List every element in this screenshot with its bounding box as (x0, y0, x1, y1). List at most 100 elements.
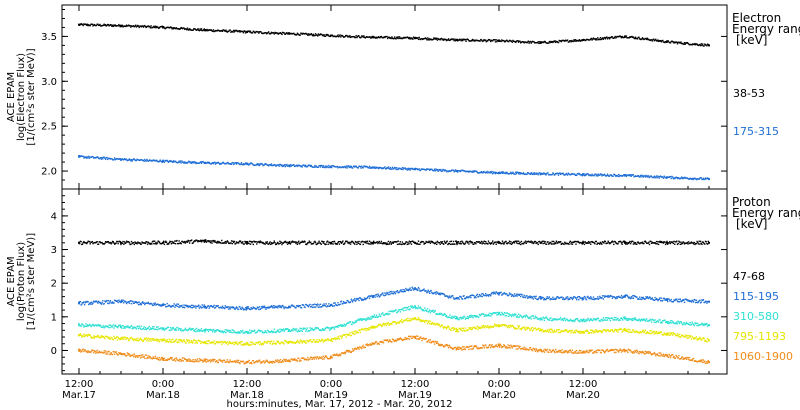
data-dot (618, 175, 621, 178)
data-dot (297, 330, 299, 333)
data-dot (212, 239, 215, 242)
data-dot (118, 337, 120, 340)
data-dot (429, 290, 432, 292)
data-dot (226, 31, 229, 33)
data-dot (235, 162, 237, 164)
data-dot (372, 243, 374, 245)
data-dot (212, 29, 215, 31)
data-dot (174, 304, 177, 306)
data-dot (645, 241, 647, 243)
data-dot (376, 241, 378, 243)
data-dot (653, 299, 656, 301)
data-dot (401, 290, 404, 293)
data-dot (571, 241, 573, 244)
data-dot (606, 174, 608, 177)
data-dot (184, 161, 186, 163)
data-dot (129, 24, 131, 27)
data-dot (148, 325, 150, 328)
data-dot (158, 26, 161, 29)
data-dot (398, 167, 401, 169)
data-dot (550, 243, 553, 245)
data-dot (501, 294, 503, 296)
data-dot (450, 170, 452, 173)
data-dot (437, 292, 439, 294)
data-dot (625, 36, 627, 38)
data-dot (139, 337, 142, 339)
proton-y-tick-label: 0 (51, 346, 57, 357)
data-dot (646, 297, 648, 299)
data-dot (372, 296, 374, 299)
data-dot (519, 173, 521, 175)
data-dot (396, 243, 399, 246)
data-dot (342, 302, 344, 305)
data-dot (163, 26, 165, 28)
data-dot (552, 319, 555, 321)
data-dot (405, 287, 407, 290)
data-dot (342, 243, 345, 245)
data-dot (141, 241, 143, 243)
data-dot (408, 167, 411, 170)
data-dot (573, 320, 576, 323)
data-dot (183, 304, 185, 306)
data-dot (175, 329, 177, 331)
data-dot (393, 37, 395, 40)
data-dot (701, 243, 703, 246)
data-dot (306, 33, 308, 35)
data-dot (216, 329, 219, 331)
data-dot (642, 176, 644, 178)
data-dot (675, 299, 677, 301)
data-dot (492, 293, 495, 295)
data-dot (480, 295, 482, 297)
data-dot (404, 290, 406, 293)
data-dot (138, 301, 140, 303)
data-dot (478, 241, 481, 243)
data-dot (516, 295, 518, 297)
data-dot (465, 240, 467, 243)
data-dot (679, 42, 681, 44)
data-dot (321, 166, 324, 169)
data-dot (620, 317, 623, 319)
data-dot (120, 243, 122, 246)
data-dot (604, 38, 607, 40)
data-dot (79, 324, 82, 327)
data-dot (326, 241, 328, 243)
data-dot (620, 242, 623, 244)
data-dot (632, 36, 635, 38)
data-dot (210, 240, 212, 242)
data-dot (552, 243, 554, 245)
data-dot (631, 297, 633, 299)
data-dot (258, 241, 261, 244)
data-dot (703, 323, 705, 325)
data-dot (529, 316, 532, 318)
data-dot (224, 305, 226, 307)
data-dot (331, 303, 333, 306)
data-dot (317, 33, 320, 35)
data-dot (472, 294, 474, 297)
data-dot (90, 325, 92, 328)
data-dot (641, 38, 643, 40)
data-dot (443, 294, 446, 296)
data-dot (405, 309, 407, 311)
data-dot (267, 329, 269, 332)
data-dot (507, 242, 509, 244)
data-dot (360, 298, 362, 300)
data-dot (434, 291, 436, 294)
data-dot (388, 243, 390, 245)
data-dot (548, 40, 551, 43)
data-dot (692, 301, 695, 303)
data-dot (332, 243, 334, 245)
data-dot (214, 331, 216, 333)
data-dot (669, 241, 671, 243)
data-dot (209, 328, 212, 331)
data-dot (604, 317, 607, 319)
data-dot (378, 240, 380, 243)
data-dot (85, 323, 87, 325)
data-dot (230, 331, 233, 334)
data-dot (627, 317, 630, 320)
data-dot (294, 241, 296, 243)
data-point (456, 317, 458, 320)
data-dot (162, 328, 164, 330)
electron-y-tick-label: 2.5 (41, 122, 57, 133)
data-dot (423, 288, 425, 290)
data-dot (544, 40, 546, 43)
